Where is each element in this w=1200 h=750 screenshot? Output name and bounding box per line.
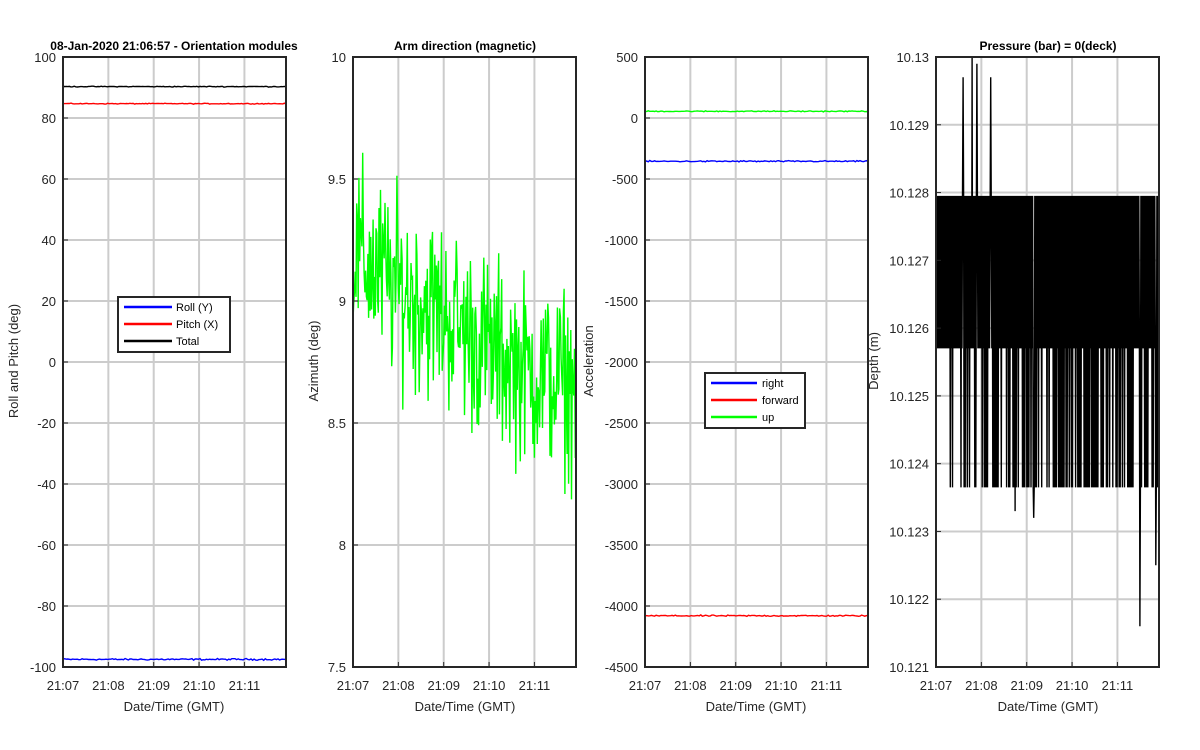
panel-arm-direction: Arm direction (magnetic) Date/Time (GMT)… bbox=[306, 39, 577, 714]
panel-3-axes-box bbox=[644, 56, 869, 668]
y-tick-label: 10.127 bbox=[889, 253, 929, 268]
panel-2-title: Arm direction (magnetic) bbox=[394, 39, 536, 53]
series-line-up bbox=[644, 110, 869, 113]
y-tick-label: 100 bbox=[34, 50, 56, 65]
y-tick-label: 10.13 bbox=[896, 50, 929, 65]
y-tick-label: 10.124 bbox=[889, 457, 929, 472]
x-tick-label: 21:10 bbox=[765, 678, 798, 693]
legend-label-roll: Roll (Y) bbox=[176, 302, 213, 314]
y-tick-label: 10.126 bbox=[889, 321, 929, 336]
y-tick-label: 10.125 bbox=[889, 389, 929, 404]
x-tick-label: 21:11 bbox=[229, 678, 261, 693]
y-tick-label: -1500 bbox=[605, 294, 638, 309]
panel-2-xlabel: Date/Time (GMT) bbox=[415, 699, 516, 714]
y-tick-label: 60 bbox=[42, 172, 56, 187]
x-tick-label: 21:11 bbox=[519, 678, 551, 693]
panel-pressure: Pressure (bar) = 0(deck) Date/Time (GMT)… bbox=[866, 39, 1160, 714]
panel-orientation: 08-Jan-2020 21:06:57 - Orientation modul… bbox=[6, 39, 298, 714]
y-tick-label: 10.123 bbox=[889, 524, 929, 539]
series-line-pitch-x bbox=[62, 102, 287, 105]
y-tick-label: -2500 bbox=[605, 416, 638, 431]
y-tick-label: -3000 bbox=[605, 477, 638, 492]
x-tick-label: 21:11 bbox=[1102, 678, 1134, 693]
panel-acceleration: Date/Time (GMT) Acceleration -4500 -4000 -… bbox=[581, 50, 869, 714]
panel-3-ylabel: Acceleration bbox=[581, 325, 596, 397]
y-tick-label: -20 bbox=[37, 416, 56, 431]
legend-label-forward: forward bbox=[762, 395, 799, 407]
y-tick-label: 10.128 bbox=[889, 186, 929, 201]
y-tick-label: 10.122 bbox=[889, 592, 929, 607]
y-tick-label: 8.5 bbox=[328, 416, 346, 431]
y-tick-label: 0 bbox=[49, 355, 56, 370]
y-tick-label: 10 bbox=[332, 50, 346, 65]
y-tick-label: -2000 bbox=[605, 355, 638, 370]
y-tick-label: 9.5 bbox=[328, 172, 346, 187]
series-line bbox=[935, 56, 1160, 627]
panel-2-axes-box bbox=[352, 56, 577, 668]
series-line-forward bbox=[644, 614, 869, 618]
y-tick-label: 10.121 bbox=[889, 660, 929, 675]
y-tick-label: -4500 bbox=[605, 660, 638, 675]
panel-4-axes-box bbox=[935, 56, 1160, 668]
panel-1-ylabel: Roll and Pitch (deg) bbox=[6, 304, 21, 418]
legend-label-right: right bbox=[762, 378, 783, 390]
panel-1-title: 08-Jan-2020 21:06:57 - Orientation modul… bbox=[50, 39, 298, 53]
series-line bbox=[352, 152, 577, 500]
x-tick-label: 21:08 bbox=[92, 678, 125, 693]
x-tick-label: 21:07 bbox=[629, 678, 662, 693]
legend-label-total: Total bbox=[176, 336, 199, 348]
y-tick-label: -1000 bbox=[605, 233, 638, 248]
x-tick-label: 21:09 bbox=[719, 678, 752, 693]
legend-label-up: up bbox=[762, 412, 774, 424]
panel-1-legend: Roll (Y) Pitch (X) Total bbox=[117, 296, 231, 353]
y-tick-label: 9 bbox=[339, 294, 346, 309]
x-tick-label: 21:07 bbox=[47, 678, 80, 693]
y-tick-label: 7.5 bbox=[328, 660, 346, 675]
panel-2-ylabel: Azimuth (deg) bbox=[306, 321, 321, 402]
x-tick-label: 21:11 bbox=[811, 678, 843, 693]
y-tick-label: 0 bbox=[631, 111, 638, 126]
panel-3-xlabel: Date/Time (GMT) bbox=[706, 699, 807, 714]
y-tick-label: -60 bbox=[37, 538, 56, 553]
series-line-roll-y bbox=[62, 657, 287, 662]
panel-1-xlabel: Date/Time (GMT) bbox=[124, 699, 225, 714]
y-tick-label: 80 bbox=[42, 111, 56, 126]
y-tick-label: -80 bbox=[37, 599, 56, 614]
y-tick-label: -500 bbox=[612, 172, 638, 187]
x-tick-label: 21:07 bbox=[920, 678, 953, 693]
x-tick-label: 21:09 bbox=[137, 678, 170, 693]
x-tick-label: 21:10 bbox=[183, 678, 216, 693]
y-tick-label: -100 bbox=[30, 660, 56, 675]
y-tick-label: 10.129 bbox=[889, 118, 929, 133]
y-tick-label: -3500 bbox=[605, 538, 638, 553]
x-tick-label: 21:09 bbox=[1010, 678, 1043, 693]
panel-4-title: Pressure (bar) = 0(deck) bbox=[979, 39, 1116, 53]
x-tick-label: 21:08 bbox=[965, 678, 998, 693]
x-tick-label: 21:09 bbox=[427, 678, 460, 693]
y-tick-label: 8 bbox=[339, 538, 346, 553]
y-tick-label: 500 bbox=[616, 50, 638, 65]
x-tick-label: 21:10 bbox=[473, 678, 506, 693]
y-tick-label: -4000 bbox=[605, 599, 638, 614]
x-tick-label: 21:08 bbox=[382, 678, 415, 693]
x-tick-label: 21:10 bbox=[1056, 678, 1089, 693]
panel-1-axes-box bbox=[62, 56, 287, 668]
series-line-right bbox=[644, 159, 869, 163]
series-line-total bbox=[62, 85, 287, 88]
y-tick-label: 40 bbox=[42, 233, 56, 248]
y-tick-label: -40 bbox=[37, 477, 56, 492]
x-tick-label: 21:08 bbox=[674, 678, 707, 693]
legend-label-pitch: Pitch (X) bbox=[176, 319, 218, 331]
panel-4-ylabel: Depth (m) bbox=[866, 332, 881, 390]
panel-4-xlabel: Date/Time (GMT) bbox=[998, 699, 1099, 714]
panel-3-legend: right forward up bbox=[704, 372, 806, 429]
y-tick-label: 20 bbox=[42, 294, 56, 309]
x-tick-label: 21:07 bbox=[337, 678, 370, 693]
